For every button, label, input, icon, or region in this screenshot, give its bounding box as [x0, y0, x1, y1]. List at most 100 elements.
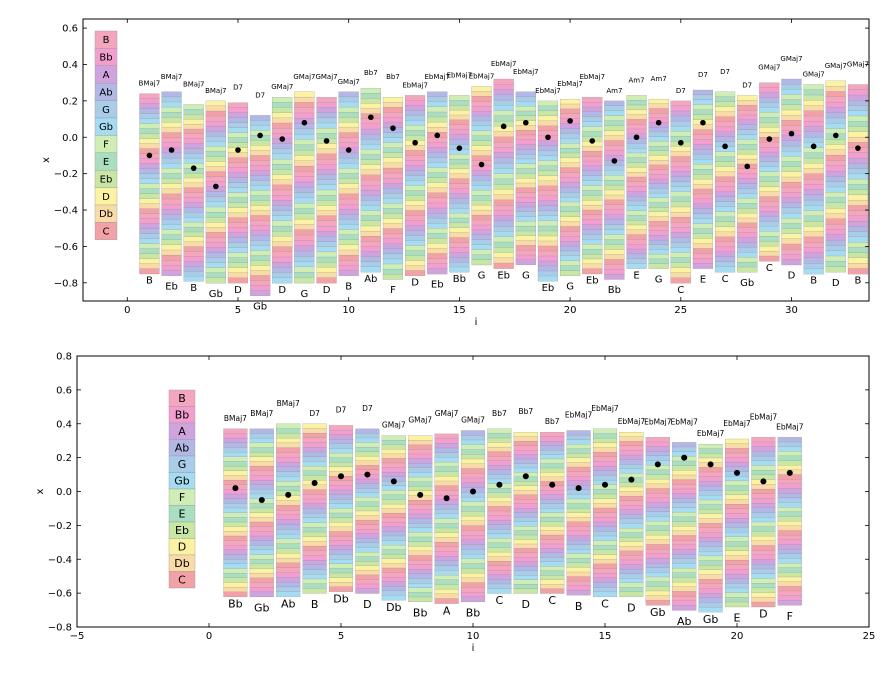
note-band — [714, 176, 736, 183]
note-band — [408, 550, 433, 556]
legend-label: F — [179, 491, 185, 504]
note-band — [360, 200, 381, 206]
note-band — [381, 471, 406, 478]
note-band — [559, 162, 581, 169]
chord-label: EbMaj7 — [447, 71, 473, 79]
note-band — [227, 262, 249, 269]
note-band — [382, 263, 404, 270]
data-point — [602, 481, 608, 488]
note-band — [777, 558, 802, 564]
note-band — [471, 86, 492, 92]
note-band — [139, 263, 160, 270]
note-band — [249, 517, 274, 523]
note-band — [672, 572, 697, 578]
note-band — [759, 216, 780, 222]
note-band — [582, 244, 603, 250]
note-band — [449, 261, 470, 268]
note-band — [724, 597, 750, 603]
note-band — [404, 260, 426, 266]
note-band — [460, 577, 486, 584]
note-band — [227, 192, 249, 199]
note-band — [515, 158, 536, 165]
note-band — [316, 158, 337, 165]
note-band — [825, 261, 846, 268]
note-band — [759, 117, 780, 123]
note-band — [648, 263, 669, 269]
note-band — [249, 479, 274, 486]
note-column — [183, 104, 204, 282]
data-point — [589, 138, 596, 144]
note-band — [751, 446, 776, 452]
note-band — [183, 192, 204, 199]
note-band — [566, 466, 591, 473]
note-band — [276, 514, 301, 521]
note-band — [604, 264, 625, 270]
note-band — [487, 588, 512, 594]
note-band — [592, 498, 618, 504]
note-band — [604, 170, 625, 176]
note-band — [449, 222, 470, 229]
note-band — [427, 192, 448, 199]
note-band — [487, 460, 512, 466]
note-band — [604, 234, 625, 241]
note-band — [404, 270, 426, 276]
note-band — [698, 471, 723, 478]
note-band — [619, 546, 644, 552]
note-band — [737, 124, 758, 131]
note-band — [471, 170, 492, 176]
note-band — [139, 173, 160, 180]
note-band — [294, 165, 315, 172]
note-band — [847, 236, 869, 243]
data-point — [368, 114, 374, 121]
note-band — [360, 210, 381, 217]
note-band — [449, 227, 470, 234]
note-band — [223, 465, 248, 472]
x-tick-label: 15 — [599, 631, 612, 642]
note-band — [777, 586, 802, 592]
note-band — [161, 229, 182, 236]
note-band — [382, 97, 404, 103]
note-band — [513, 530, 538, 536]
note-band — [737, 134, 758, 140]
note-band — [276, 476, 301, 482]
note-band — [449, 95, 470, 101]
note-band — [714, 131, 736, 138]
data-point — [681, 454, 688, 461]
note-band — [227, 167, 249, 174]
note-band — [604, 239, 625, 245]
note-band — [619, 495, 644, 502]
data-point — [678, 139, 684, 146]
x-axis-label: i — [475, 317, 478, 328]
note-band — [626, 114, 647, 120]
note-band — [355, 561, 380, 567]
note-band — [626, 162, 647, 168]
note-band — [515, 168, 536, 174]
note-band — [161, 96, 182, 103]
note-band — [382, 203, 404, 209]
note-band — [382, 167, 404, 174]
note-band — [803, 168, 824, 175]
chord-label: D7 — [720, 68, 730, 76]
note-band — [626, 263, 647, 269]
note-band — [205, 110, 226, 117]
chord-label: Bb7 — [518, 407, 533, 416]
note-band — [626, 124, 647, 130]
note-label: C — [548, 594, 556, 607]
note-band — [382, 243, 404, 250]
note-band — [183, 226, 204, 233]
note-band — [382, 162, 404, 169]
note-band — [759, 141, 780, 148]
note-band — [751, 503, 776, 509]
x-tick-label: 25 — [674, 305, 687, 316]
note-band — [205, 262, 226, 269]
note-band — [737, 261, 758, 268]
note-band — [360, 133, 381, 140]
note-band — [781, 166, 802, 173]
note-band — [645, 572, 670, 578]
note-band — [316, 179, 337, 186]
note-band — [737, 105, 758, 111]
note-band — [670, 232, 691, 238]
note-band — [471, 155, 492, 162]
note-band — [272, 205, 293, 212]
note-column — [515, 91, 536, 266]
